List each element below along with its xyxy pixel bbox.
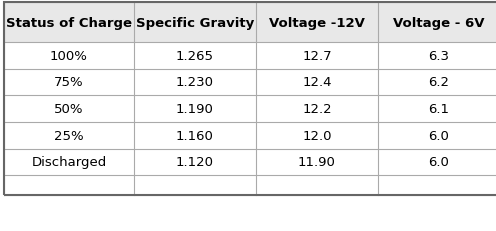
Text: 1.190: 1.190 xyxy=(176,103,214,116)
Bar xyxy=(378,176,496,195)
Text: 6.0: 6.0 xyxy=(429,156,449,169)
Bar xyxy=(378,96,496,122)
Bar xyxy=(256,96,378,122)
Bar xyxy=(134,96,256,122)
Bar xyxy=(4,43,134,69)
Bar xyxy=(378,43,496,69)
Text: Voltage -12V: Voltage -12V xyxy=(269,17,365,30)
Text: Specific Gravity: Specific Gravity xyxy=(136,17,254,30)
Text: 25%: 25% xyxy=(54,129,84,142)
Bar xyxy=(4,69,134,96)
Bar xyxy=(4,3,496,195)
Text: 12.7: 12.7 xyxy=(302,49,332,63)
Bar xyxy=(256,122,378,149)
Bar xyxy=(134,3,256,43)
Bar xyxy=(378,69,496,96)
Bar xyxy=(4,3,134,43)
Bar xyxy=(256,43,378,69)
Text: 6.3: 6.3 xyxy=(429,49,449,63)
Bar xyxy=(256,149,378,176)
Text: 11.90: 11.90 xyxy=(298,156,336,169)
Bar xyxy=(134,176,256,195)
Text: Status of Charge: Status of Charge xyxy=(6,17,132,30)
Text: 1.120: 1.120 xyxy=(176,156,214,169)
Text: 12.4: 12.4 xyxy=(302,76,332,89)
Bar xyxy=(4,149,134,176)
Text: Discharged: Discharged xyxy=(31,156,107,169)
Text: Voltage - 6V: Voltage - 6V xyxy=(393,17,485,30)
Bar xyxy=(378,3,496,43)
Bar xyxy=(256,176,378,195)
Bar xyxy=(256,69,378,96)
Bar xyxy=(378,122,496,149)
Bar xyxy=(134,149,256,176)
Bar xyxy=(4,122,134,149)
Text: 12.0: 12.0 xyxy=(302,129,332,142)
Bar xyxy=(134,69,256,96)
Text: 75%: 75% xyxy=(54,76,84,89)
Text: 50%: 50% xyxy=(54,103,84,116)
Text: 1.230: 1.230 xyxy=(176,76,214,89)
Bar xyxy=(4,96,134,122)
Text: 12.2: 12.2 xyxy=(302,103,332,116)
Text: 100%: 100% xyxy=(50,49,88,63)
Text: 6.1: 6.1 xyxy=(429,103,449,116)
Bar xyxy=(134,43,256,69)
Bar xyxy=(134,122,256,149)
Bar xyxy=(378,149,496,176)
Text: 6.2: 6.2 xyxy=(429,76,449,89)
Text: 6.0: 6.0 xyxy=(429,129,449,142)
Text: 1.265: 1.265 xyxy=(176,49,214,63)
Bar xyxy=(4,176,134,195)
Bar xyxy=(256,3,378,43)
Text: 1.160: 1.160 xyxy=(176,129,214,142)
